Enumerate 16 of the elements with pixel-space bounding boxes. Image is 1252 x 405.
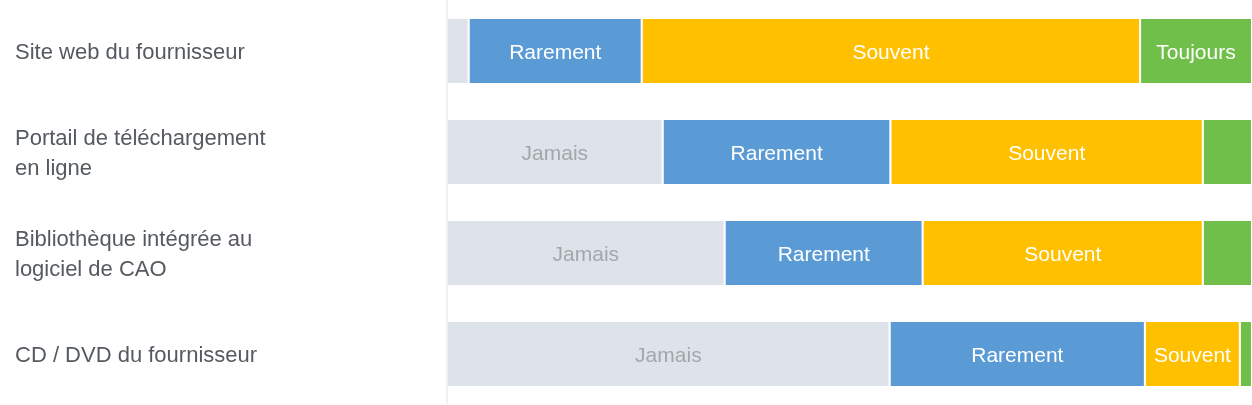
text: Jamais (552, 241, 620, 265)
text: Souvent (1008, 140, 1086, 164)
text: Rarement (730, 140, 823, 164)
text: Rarement (971, 342, 1064, 366)
y-tick-label: CD / DVD du fournisseur (15, 341, 258, 366)
series-label: Souvent (1153, 342, 1232, 366)
series-label: Toujours (1156, 39, 1236, 63)
series-label: Jamais (521, 140, 589, 164)
text: Souvent (852, 39, 930, 63)
text: Jamais (635, 342, 702, 366)
y-tick-label: Portail de téléchargement en ligne (15, 124, 266, 179)
y-tick-label: Bibliothèque intégrée au logiciel de CAO (15, 225, 253, 280)
y-tick-label: Site web du fournisseur (15, 38, 245, 63)
series-label: Rarement (509, 39, 602, 63)
text: Souvent (1024, 241, 1102, 265)
text: Rarement (777, 241, 870, 265)
